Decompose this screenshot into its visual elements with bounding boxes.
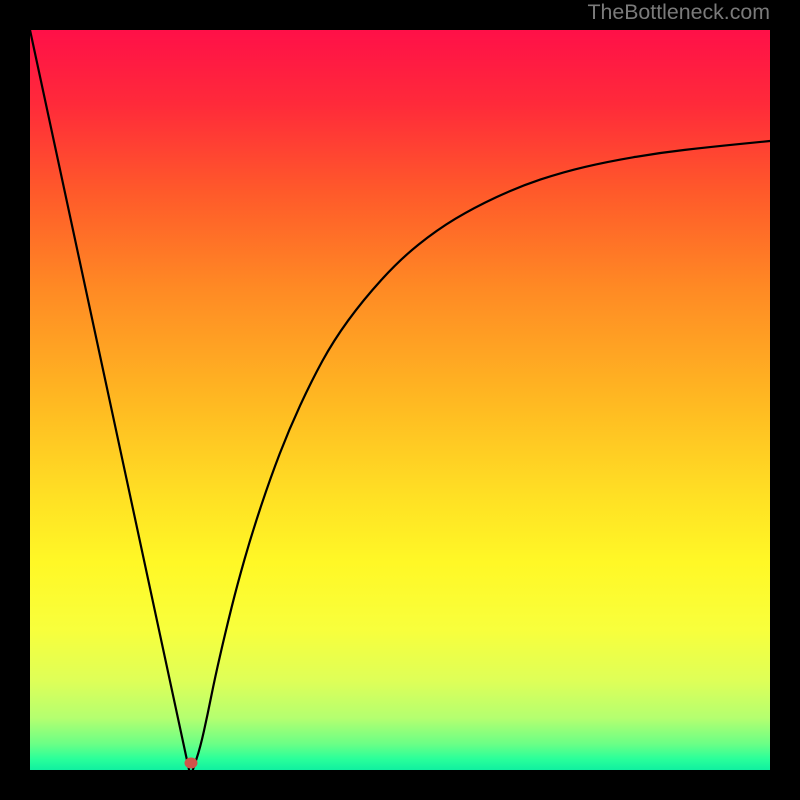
plot-area <box>30 30 770 770</box>
curve-path <box>30 30 770 770</box>
chart-stage: TheBottleneck.com <box>0 0 800 800</box>
optimum-marker <box>184 757 197 768</box>
bottleneck-curve <box>30 30 770 770</box>
watermark-text: TheBottleneck.com <box>587 0 770 25</box>
